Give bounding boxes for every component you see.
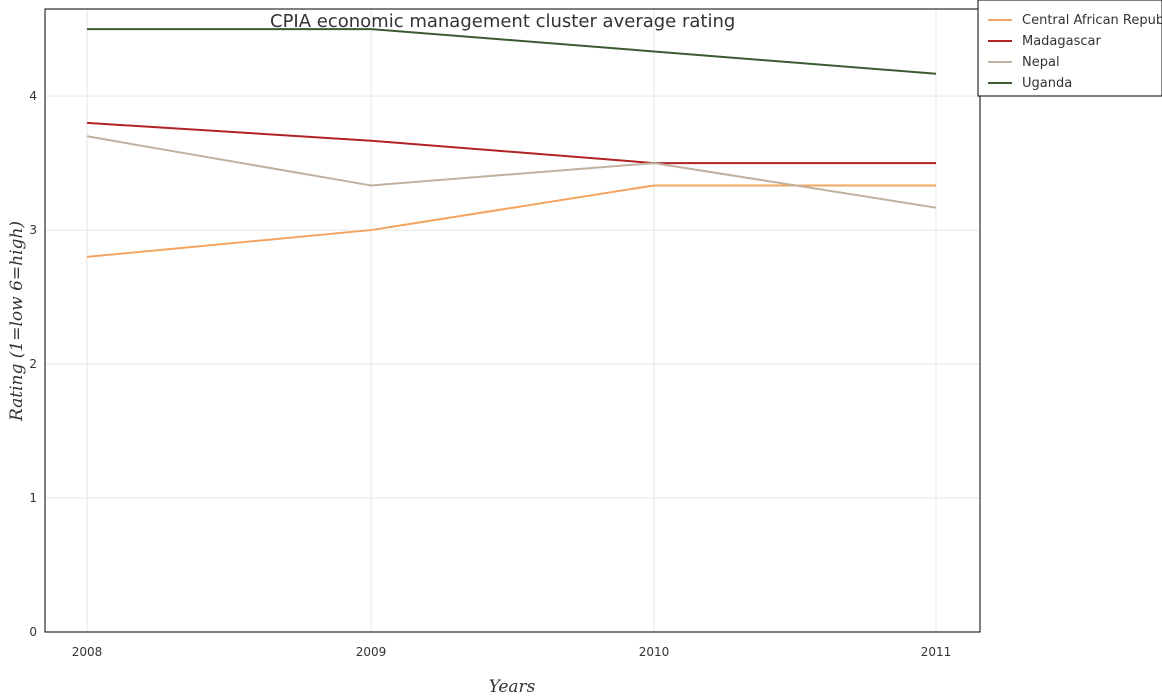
y-tick-label: 3 [29,223,37,237]
plot-frame [45,9,980,632]
x-tick-label: 2009 [356,645,387,659]
y-tick-label: 4 [29,89,37,103]
legend-label: Central African Republic [1022,13,1162,28]
y-tick-label: 1 [29,491,37,505]
series-line-uganda [87,29,936,74]
x-tick-label: 2010 [639,645,670,659]
series-line-central-african-republic [87,185,936,256]
tick-labels: 0 1 2 3 4 2008 2009 2010 2011 [29,89,951,659]
x-tick-label: 2011 [921,645,952,659]
legend-label: Madagascar [1022,34,1102,49]
series-line-madagascar [87,123,936,163]
x-axis-label: Years [489,677,536,697]
legend-label: Nepal [1022,55,1060,70]
y-tick-label: 2 [29,357,37,371]
series-line-nepal [87,136,936,207]
legend: Central African Republic Madagascar Nepal U… [978,0,1162,96]
x-tick-label: 2008 [72,645,103,659]
y-axis-label: Rating (1=low 6=high) [7,221,27,422]
grid [45,9,980,632]
legend-label: Uganda [1022,76,1072,91]
y-tick-label: 0 [29,625,37,639]
series-lines [87,29,936,257]
